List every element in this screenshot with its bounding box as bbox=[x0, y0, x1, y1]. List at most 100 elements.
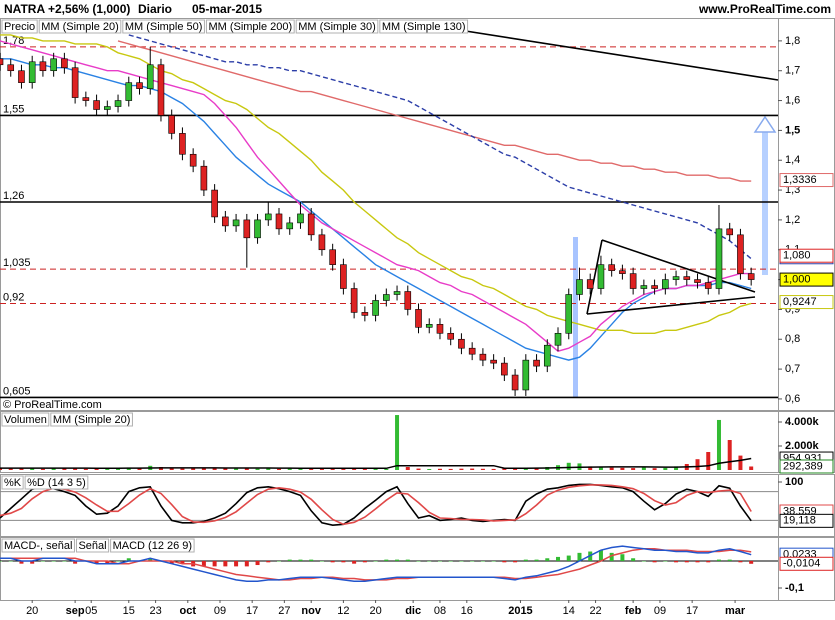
bar bbox=[598, 467, 603, 470]
bar bbox=[427, 560, 432, 562]
level-label: 1,26 bbox=[3, 190, 24, 202]
legend-box bbox=[379, 19, 469, 34]
legend-box bbox=[1, 412, 50, 427]
candle-body bbox=[683, 276, 691, 280]
bar bbox=[523, 559, 528, 561]
legend-box bbox=[122, 19, 205, 34]
candle-body bbox=[361, 312, 369, 316]
candle-body bbox=[704, 282, 712, 289]
x-tick-label: 09 bbox=[654, 605, 666, 617]
bar bbox=[0, 560, 2, 562]
legend-box bbox=[1, 475, 24, 490]
y-tick-label: 100 bbox=[785, 476, 803, 488]
bar bbox=[663, 467, 668, 470]
symbol: NATRA bbox=[4, 2, 45, 16]
x-tick-label: dic bbox=[405, 605, 421, 617]
legend-box bbox=[1, 19, 38, 34]
x-tick-label: oct bbox=[180, 605, 197, 617]
bar bbox=[749, 466, 754, 470]
legend-box bbox=[205, 19, 295, 34]
bar bbox=[19, 560, 24, 564]
candle-body bbox=[275, 213, 283, 230]
bar bbox=[620, 467, 625, 470]
candle-body bbox=[329, 249, 336, 265]
bar bbox=[148, 558, 153, 561]
y-tick-label: 1,8 bbox=[785, 35, 800, 47]
bar bbox=[716, 559, 721, 561]
bar bbox=[40, 560, 45, 562]
bar bbox=[384, 468, 389, 470]
series-line bbox=[0, 484, 752, 526]
candle-body bbox=[114, 100, 122, 107]
candle-body bbox=[286, 222, 294, 230]
highlight-bar bbox=[573, 237, 578, 397]
bar bbox=[405, 559, 410, 561]
series-line bbox=[0, 457, 752, 470]
legend-entry: Precio bbox=[4, 21, 35, 33]
bar bbox=[105, 560, 110, 564]
bar bbox=[384, 559, 389, 561]
trend-line bbox=[439, 26, 779, 81]
bar bbox=[491, 560, 496, 562]
bar bbox=[180, 468, 185, 470]
candle-body bbox=[458, 338, 465, 349]
bar bbox=[126, 558, 131, 561]
change: +2,56% (1,000) bbox=[48, 2, 130, 16]
bar bbox=[405, 467, 410, 470]
candle-body bbox=[383, 294, 390, 301]
x-tick-label: 20 bbox=[26, 605, 38, 617]
last-value-box bbox=[779, 272, 834, 287]
bar bbox=[534, 559, 539, 561]
bar bbox=[309, 468, 314, 470]
last-value-box bbox=[779, 459, 834, 474]
candle-body bbox=[393, 291, 401, 295]
y-tick-label: -0,1 bbox=[785, 582, 804, 594]
bar bbox=[255, 560, 260, 566]
bar bbox=[298, 559, 303, 561]
candle-body bbox=[61, 58, 68, 69]
candle-body bbox=[39, 61, 47, 72]
bar bbox=[684, 560, 689, 563]
bar bbox=[234, 468, 239, 470]
candle-body bbox=[597, 264, 605, 289]
candle-body bbox=[200, 165, 208, 191]
bar bbox=[437, 468, 442, 470]
bar bbox=[40, 468, 45, 470]
bar bbox=[116, 560, 121, 562]
candle-body bbox=[372, 300, 379, 316]
candle-body bbox=[82, 97, 90, 101]
legend-entry: %K bbox=[4, 477, 22, 489]
bar bbox=[169, 560, 174, 564]
bar bbox=[212, 560, 217, 567]
trend-line bbox=[586, 239, 603, 315]
candle-body bbox=[726, 228, 734, 236]
last-value-label: 1,000 bbox=[783, 273, 811, 285]
candle-body bbox=[533, 359, 540, 367]
bar bbox=[727, 440, 732, 470]
bar bbox=[330, 560, 335, 563]
bar bbox=[309, 559, 314, 561]
legend-entry: MACD-, señal bbox=[4, 540, 72, 552]
copyright: © ProRealTime.com bbox=[3, 399, 102, 411]
bar bbox=[298, 468, 303, 470]
bar bbox=[73, 468, 78, 470]
candle-body bbox=[404, 291, 412, 310]
candle-body bbox=[350, 288, 358, 313]
bar bbox=[395, 559, 400, 561]
bar bbox=[266, 468, 271, 470]
target-arrow bbox=[762, 131, 768, 275]
bar bbox=[373, 560, 378, 562]
candle-body bbox=[565, 294, 573, 334]
last-value-label: 292,389 bbox=[783, 460, 823, 472]
arrow-head bbox=[753, 115, 777, 133]
bar bbox=[480, 468, 485, 470]
last-value-box bbox=[779, 173, 834, 188]
bar bbox=[73, 560, 78, 564]
bar bbox=[716, 419, 721, 470]
bar bbox=[277, 468, 282, 470]
candle-body bbox=[715, 228, 723, 289]
x-tick-label: 22 bbox=[589, 605, 601, 617]
x-tick-label: 23 bbox=[149, 605, 161, 617]
bar bbox=[491, 468, 496, 470]
bar bbox=[287, 468, 292, 470]
